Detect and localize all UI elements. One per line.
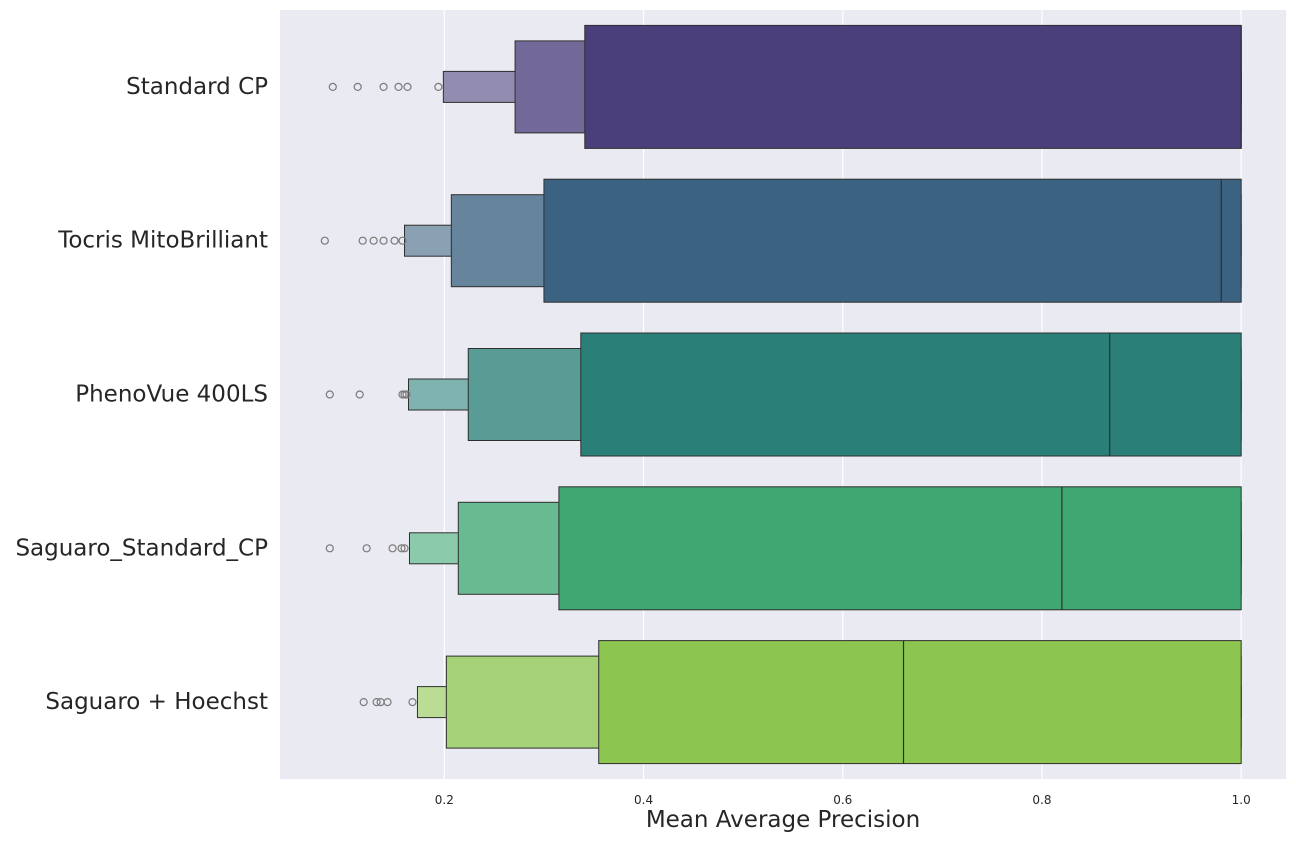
outlier-point: [353, 82, 362, 92]
boxen-group: [404, 178, 1242, 303]
x-tick-label: 0.4: [634, 793, 653, 807]
boxen-series: [404, 24, 1242, 765]
boxen-group: [408, 486, 1242, 611]
boxen-group: [416, 640, 1242, 765]
x-tick-label: 1.0: [1232, 793, 1251, 807]
outlier-point: [403, 82, 412, 92]
category-labels: Standard CP Tocris MitoBrilliant PhenoVue …: [15, 74, 268, 715]
y-tick-label: Standard CP: [126, 74, 268, 100]
outlier-point: [379, 236, 388, 245]
outlier-point: [400, 544, 409, 553]
x-tick-label: 0.6: [833, 793, 852, 807]
outlier-point: [394, 82, 403, 92]
outlier-point: [325, 544, 334, 553]
x-axis-title: Mean Average Precision: [646, 807, 920, 833]
y-tick-label: Saguaro + Hoechst: [45, 689, 268, 715]
boxen-box: [584, 24, 1242, 149]
y-tick-label: Tocris MitoBrilliant: [57, 228, 268, 254]
outlier-point: [434, 82, 443, 92]
outlier-point: [325, 390, 334, 399]
boxen-box: [558, 486, 1242, 611]
boxen-box: [543, 178, 1242, 303]
outlier-point: [320, 236, 329, 245]
outlier-point: [397, 544, 406, 553]
outlier-point: [408, 697, 417, 707]
outlier-point: [369, 236, 378, 245]
y-tick-label: PhenoVue 400LS: [75, 382, 268, 408]
outlier-point: [328, 82, 337, 92]
boxen-group: [407, 332, 1242, 457]
outlier-point: [379, 82, 388, 92]
outlier-point: [355, 390, 364, 399]
boxen-box: [580, 332, 1242, 457]
outlier-points: [320, 82, 443, 707]
outlier-point: [383, 697, 392, 707]
x-tick-label: 0.8: [1032, 793, 1051, 807]
outlier-point: [362, 544, 371, 553]
boxen-group: [442, 24, 1242, 149]
outlier-point: [359, 697, 368, 707]
outlier-point: [390, 236, 399, 245]
outlier-point: [358, 236, 367, 245]
x-tick-label: 0.2: [435, 793, 454, 807]
outlier-point: [402, 390, 411, 399]
outlier-point: [388, 544, 397, 553]
y-tick-label: Saguaro_Standard_CP: [15, 535, 268, 561]
outlier-point: [372, 697, 381, 707]
outlier-point: [398, 236, 407, 245]
x-tick-labels: 0.2 0.4 0.6 0.8 1.0: [435, 793, 1251, 807]
boxen-box: [598, 640, 1242, 765]
